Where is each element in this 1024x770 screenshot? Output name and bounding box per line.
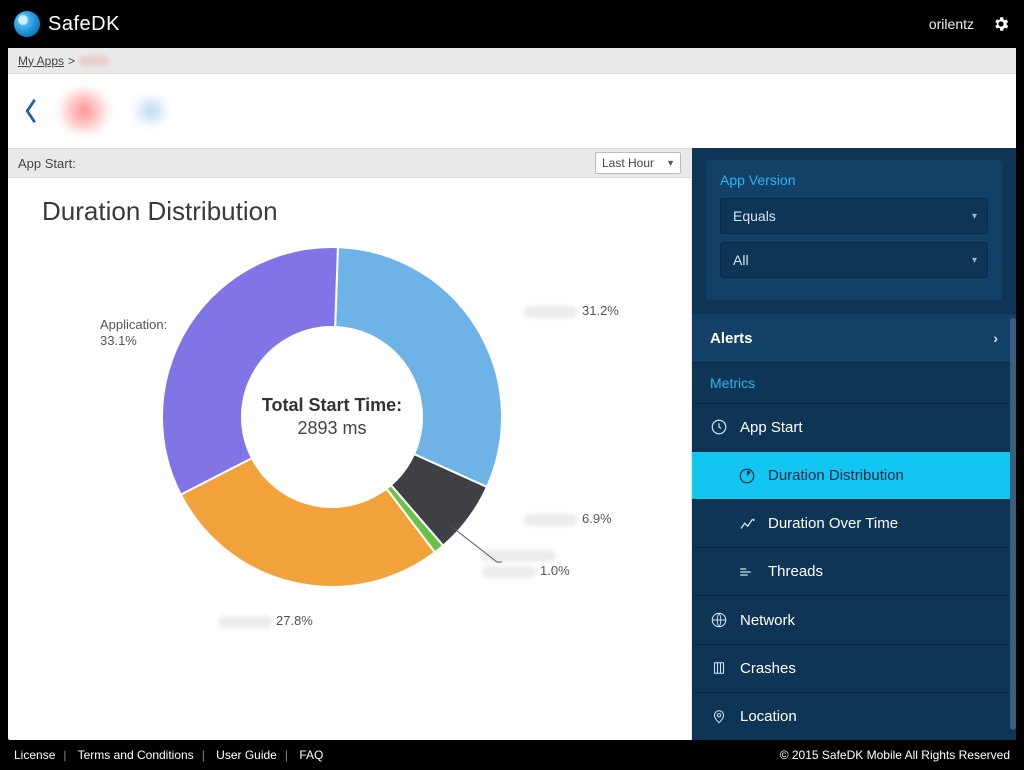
slice-label-0: 31.2%: [524, 303, 619, 319]
slice-label-4: Application:33.1%: [100, 317, 167, 350]
sidebar-item-network[interactable]: Network: [692, 595, 1016, 643]
content: App Start: Last Hour Duration Distributi…: [8, 148, 692, 740]
footer-copyright: © 2015 SafeDK Mobile All Rights Reserved: [780, 748, 1010, 762]
threads-icon: [738, 563, 756, 581]
location-icon: [710, 707, 728, 725]
clock-fill-icon: [738, 467, 756, 485]
sidebar-item-location[interactable]: Location: [692, 692, 1016, 740]
alerts-label: Alerts: [710, 330, 753, 347]
back-icon[interactable]: [22, 96, 40, 126]
slice-label-1: 6.9%: [524, 511, 612, 527]
footer-faq[interactable]: FAQ: [299, 748, 323, 762]
top-bar: SafeDK orilentz: [0, 0, 1024, 48]
clock-icon: [710, 418, 728, 436]
footer-guide[interactable]: User Guide: [216, 748, 277, 762]
filter-bar: App Start: Last Hour: [8, 148, 691, 178]
sidebar-item-crashes[interactable]: Crashes: [692, 644, 1016, 692]
metrics-section: Metrics: [692, 362, 1016, 403]
sidebar-item-threads[interactable]: Threads: [692, 547, 1016, 595]
app-header: [8, 74, 1016, 148]
chart-title: Duration Distribution: [42, 196, 673, 227]
breadcrumb-root[interactable]: My Apps: [18, 54, 64, 68]
gear-icon[interactable]: [992, 15, 1010, 33]
slice-label-3: 27.8%: [218, 613, 313, 629]
logo-text: SafeDK: [48, 13, 120, 36]
breadcrumb: My Apps >: [8, 48, 1016, 74]
version-select[interactable]: All: [720, 242, 988, 278]
app-version-card: App Version Equals All: [706, 160, 1002, 300]
app-name-redacted: [128, 97, 174, 125]
app-version-title: App Version: [720, 172, 988, 188]
page: My Apps > App Start: Last Hour D: [8, 48, 1016, 740]
globe-icon: [710, 611, 728, 629]
alerts-row[interactable]: Alerts ›: [692, 314, 1016, 362]
side-panel: App Version Equals All Alerts › Metrics …: [692, 148, 1016, 740]
logo-icon: [14, 11, 40, 37]
donut-chart: Total Start Time: 2893 ms 31.2% 6.9% 1.0…: [42, 237, 673, 707]
sidebar-item-duration-over-time[interactable]: Duration Over Time: [692, 499, 1016, 547]
time-range-select[interactable]: Last Hour: [595, 152, 681, 174]
donut-svg: [162, 247, 502, 587]
app-icon-redacted: [52, 89, 116, 133]
sidebar-item-duration-distribution[interactable]: Duration Distribution: [692, 451, 1016, 499]
footer-terms[interactable]: Terms and Conditions: [78, 748, 194, 762]
filter-label: App Start:: [18, 156, 76, 171]
logo[interactable]: SafeDK: [14, 11, 120, 37]
chart-area: Duration Distribution Total Start Time: …: [8, 178, 691, 740]
comparator-select[interactable]: Equals: [720, 198, 988, 234]
username[interactable]: orilentz: [929, 16, 974, 32]
crash-icon: [710, 659, 728, 677]
chevron-right-icon: ›: [993, 330, 998, 346]
breadcrumb-current-redacted: [79, 56, 109, 66]
footer: License| Terms and Conditions| User Guid…: [0, 740, 1024, 770]
line-chart-icon: [738, 515, 756, 533]
sidebar-item-app-start[interactable]: App Start: [692, 403, 1016, 451]
footer-license[interactable]: License: [14, 748, 55, 762]
breadcrumb-sep: >: [68, 54, 75, 68]
slice-label-2: 1.0%: [482, 547, 570, 580]
time-range-value: Last Hour: [602, 156, 654, 170]
